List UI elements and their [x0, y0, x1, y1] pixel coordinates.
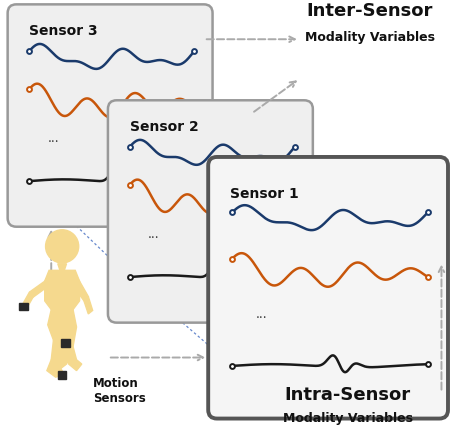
Text: Motion
Sensors: Motion Sensors: [92, 377, 145, 405]
Text: Modality Variables: Modality Variables: [282, 412, 412, 425]
Text: Sensor 2: Sensor 2: [129, 120, 198, 134]
Polygon shape: [51, 340, 67, 368]
Polygon shape: [48, 310, 68, 344]
Polygon shape: [45, 270, 79, 310]
Polygon shape: [47, 360, 64, 377]
Polygon shape: [84, 296, 92, 314]
FancyBboxPatch shape: [61, 339, 69, 347]
Text: Sensor 3: Sensor 3: [29, 24, 98, 38]
FancyBboxPatch shape: [108, 100, 312, 323]
Text: ...: ...: [48, 132, 60, 145]
FancyBboxPatch shape: [208, 157, 447, 419]
Polygon shape: [61, 344, 82, 371]
FancyBboxPatch shape: [8, 4, 212, 227]
Text: Modality Variables: Modality Variables: [304, 31, 434, 44]
Polygon shape: [29, 275, 49, 297]
FancyBboxPatch shape: [58, 371, 67, 379]
Text: ...: ...: [255, 308, 267, 321]
Polygon shape: [73, 275, 88, 301]
Text: Inter-Sensor: Inter-Sensor: [306, 2, 432, 20]
Text: Sensor 1: Sensor 1: [230, 187, 298, 201]
Polygon shape: [22, 292, 33, 310]
Polygon shape: [58, 264, 67, 270]
Circle shape: [45, 230, 78, 263]
Text: Intra-Sensor: Intra-Sensor: [284, 386, 410, 404]
Text: ...: ...: [148, 228, 160, 241]
FancyBboxPatch shape: [19, 303, 28, 310]
Polygon shape: [56, 310, 76, 347]
